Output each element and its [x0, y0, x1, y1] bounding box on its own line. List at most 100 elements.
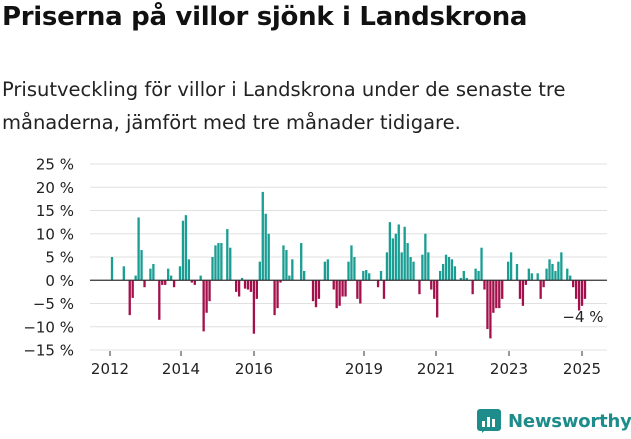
y-tick-label: −15 %	[23, 342, 74, 360]
bar	[477, 270, 480, 281]
bar	[430, 280, 433, 290]
grid-lines	[90, 163, 607, 351]
bar	[169, 275, 173, 281]
y-tick-label: −10 %	[23, 318, 74, 336]
bar	[365, 270, 368, 281]
x-tick-label: 2012	[91, 360, 129, 378]
bar	[388, 222, 392, 281]
bar	[237, 280, 241, 297]
bar	[335, 280, 338, 309]
bar	[406, 243, 409, 281]
bar	[152, 263, 155, 281]
bar	[515, 263, 519, 281]
bar	[178, 266, 182, 281]
bar	[214, 245, 217, 281]
x-axis-tick-labels: 2012 2014 2016 2019 2021 2023 2025	[91, 351, 601, 378]
bar	[323, 261, 327, 281]
bar	[548, 259, 551, 281]
bar	[376, 280, 380, 288]
y-tick-label: 0 %	[45, 272, 74, 290]
bar	[530, 273, 533, 281]
bar	[350, 245, 353, 281]
bar	[326, 259, 329, 281]
bar	[303, 270, 306, 281]
bar	[560, 252, 563, 281]
bar	[288, 275, 291, 281]
bar	[208, 280, 211, 302]
chart-title: Priserna på villor sjönk i Landskrona	[2, 2, 528, 32]
bar	[161, 280, 164, 285]
bar	[436, 280, 439, 318]
bar	[332, 280, 335, 290]
bar	[566, 268, 569, 281]
bar	[285, 250, 288, 281]
bar	[459, 277, 462, 281]
chart-subtitle: Prisutveckling för villor i Landskrona u…	[2, 78, 566, 134]
bar	[282, 245, 285, 281]
bar	[536, 273, 539, 281]
bar	[353, 257, 356, 281]
bar	[394, 233, 397, 281]
bar	[400, 252, 403, 281]
bar	[344, 280, 347, 297]
bar	[205, 280, 208, 313]
bar	[362, 270, 365, 281]
bar	[276, 280, 279, 309]
bar	[521, 280, 525, 306]
newsworthy-logo-icon	[477, 409, 501, 433]
bar	[341, 280, 344, 297]
bar	[279, 280, 282, 283]
bar	[314, 280, 318, 308]
bar	[202, 280, 205, 332]
bar	[524, 280, 528, 285]
bar	[424, 233, 427, 281]
x-tick-label: 2019	[345, 360, 383, 378]
bar	[137, 217, 140, 281]
bar	[264, 213, 267, 281]
bar	[190, 280, 193, 283]
bar	[382, 280, 386, 299]
bar	[554, 270, 557, 281]
x-tick-label: 2025	[563, 360, 601, 378]
bar	[409, 257, 412, 281]
bar	[397, 224, 400, 281]
bar	[492, 280, 495, 313]
bar	[498, 280, 501, 309]
bar	[128, 280, 131, 316]
last-value-annotation: −4 %	[562, 308, 603, 326]
bar	[433, 280, 436, 299]
brand-name: Newsworthy	[508, 410, 631, 432]
bar	[143, 280, 146, 288]
bar	[427, 252, 430, 281]
y-tick-label: 20 %	[36, 179, 74, 197]
bar	[379, 270, 383, 281]
bar	[518, 280, 522, 299]
x-tick-label: 2021	[417, 360, 455, 378]
bar	[444, 254, 448, 281]
bar	[181, 220, 185, 281]
bar	[193, 280, 196, 285]
bar	[486, 280, 489, 330]
bar	[545, 268, 548, 281]
bar	[217, 243, 220, 281]
y-tick-label: 10 %	[36, 225, 74, 243]
bars	[110, 191, 587, 339]
bar	[418, 280, 421, 295]
bar	[252, 280, 256, 334]
bar	[356, 280, 359, 299]
bar	[240, 277, 244, 281]
bar	[134, 275, 137, 281]
bar	[131, 280, 134, 298]
bar	[403, 226, 406, 281]
bar	[462, 270, 465, 281]
bar	[583, 280, 587, 299]
bar	[220, 243, 223, 281]
bar	[438, 270, 442, 281]
bar	[149, 268, 152, 281]
bar	[539, 280, 542, 299]
y-axis-tick-labels: 25 % 20 % 15 % 10 % 5 % 0 % −5 % −10 % −15 %	[23, 156, 74, 360]
y-tick-label: 25 %	[36, 156, 74, 174]
bar	[158, 280, 161, 320]
bar	[527, 268, 530, 281]
bar-chart: 25 % 20 % 15 % 10 % 5 % 0 % −5 % −10 % −15 % 201…	[23, 156, 607, 378]
